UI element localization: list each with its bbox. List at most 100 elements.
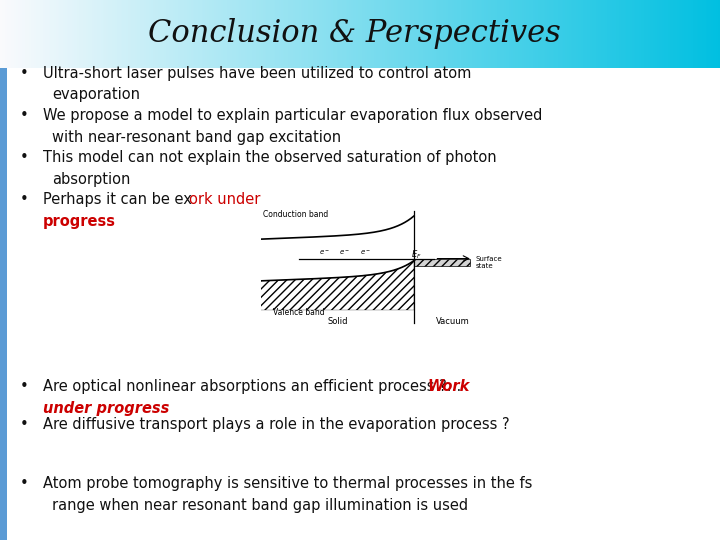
Bar — [158, 0, 161, 68]
Bar — [308, 0, 310, 68]
Bar — [121, 0, 122, 68]
Bar — [151, 0, 153, 68]
Bar — [467, 0, 468, 68]
Bar — [513, 0, 515, 68]
Bar — [263, 0, 265, 68]
Bar — [685, 0, 688, 68]
Bar — [72, 0, 73, 68]
Bar — [45, 0, 47, 68]
Text: Atom probe tomography is sensitive to thermal processes in the fs: Atom probe tomography is sensitive to th… — [43, 476, 533, 491]
Bar — [657, 0, 659, 68]
Bar — [153, 0, 155, 68]
Bar — [556, 0, 558, 68]
Bar — [92, 0, 94, 68]
Bar — [618, 0, 619, 68]
Bar — [202, 0, 204, 68]
Bar — [230, 0, 232, 68]
Bar — [344, 0, 346, 68]
Bar — [380, 0, 382, 68]
Bar — [582, 0, 583, 68]
Bar — [498, 0, 500, 68]
Bar — [223, 0, 225, 68]
Bar — [546, 0, 547, 68]
Bar — [679, 0, 680, 68]
Bar — [378, 0, 380, 68]
Bar — [621, 0, 623, 68]
Bar — [468, 0, 469, 68]
Bar — [714, 0, 716, 68]
Bar — [596, 0, 598, 68]
Bar — [500, 0, 502, 68]
Bar — [330, 0, 331, 68]
Bar — [138, 0, 140, 68]
Bar — [130, 0, 132, 68]
Bar — [302, 0, 304, 68]
Bar — [497, 0, 498, 68]
Bar — [481, 0, 482, 68]
Bar — [122, 0, 125, 68]
Bar — [371, 0, 373, 68]
Bar — [524, 0, 526, 68]
Bar — [431, 0, 432, 68]
Bar — [306, 0, 308, 68]
Bar — [601, 0, 603, 68]
Bar — [643, 0, 644, 68]
Bar — [549, 0, 551, 68]
Bar — [304, 0, 306, 68]
Bar — [373, 0, 374, 68]
Bar — [534, 0, 536, 68]
Bar — [209, 0, 210, 68]
Bar — [486, 0, 488, 68]
Bar — [42, 0, 43, 68]
Text: Are diffusive transport plays a role in the evaporation process ?: Are diffusive transport plays a role in … — [43, 417, 510, 432]
Text: This model can not explain the observed saturation of photon: This model can not explain the observed … — [43, 150, 497, 165]
Bar — [191, 0, 193, 68]
Bar — [145, 0, 148, 68]
Bar — [94, 0, 95, 68]
Bar — [232, 0, 234, 68]
Bar — [79, 0, 81, 68]
Bar — [360, 0, 361, 68]
Bar — [475, 0, 477, 68]
Bar — [275, 0, 277, 68]
Text: ork under: ork under — [189, 192, 260, 207]
Bar — [331, 0, 333, 68]
Bar — [508, 0, 509, 68]
Bar — [81, 0, 83, 68]
Bar — [623, 0, 624, 68]
Bar — [194, 0, 196, 68]
Bar — [76, 0, 78, 68]
Bar — [452, 0, 454, 68]
Bar — [569, 0, 571, 68]
Bar — [47, 0, 49, 68]
Bar — [0, 0, 1, 68]
Bar — [99, 0, 101, 68]
Bar — [635, 0, 637, 68]
Bar — [680, 0, 682, 68]
Bar — [83, 0, 85, 68]
Bar — [274, 0, 276, 68]
Bar — [376, 0, 378, 68]
Bar — [706, 0, 707, 68]
Bar — [661, 0, 662, 68]
Bar — [52, 0, 54, 68]
Bar — [315, 0, 317, 68]
Bar — [383, 0, 385, 68]
Bar — [22, 0, 23, 68]
Bar — [86, 0, 88, 68]
Bar — [7, 0, 9, 68]
Bar — [441, 0, 443, 68]
Bar — [119, 0, 121, 68]
Text: range when near resonant band gap illumination is used: range when near resonant band gap illumi… — [52, 498, 468, 513]
Bar — [259, 0, 261, 68]
Bar — [484, 0, 486, 68]
Bar — [301, 0, 302, 68]
Bar — [212, 0, 215, 68]
Text: •: • — [20, 150, 29, 165]
Bar — [253, 0, 256, 68]
Bar — [390, 0, 392, 68]
Bar — [27, 0, 29, 68]
Bar — [583, 0, 585, 68]
Bar — [666, 0, 668, 68]
Bar — [439, 0, 441, 68]
